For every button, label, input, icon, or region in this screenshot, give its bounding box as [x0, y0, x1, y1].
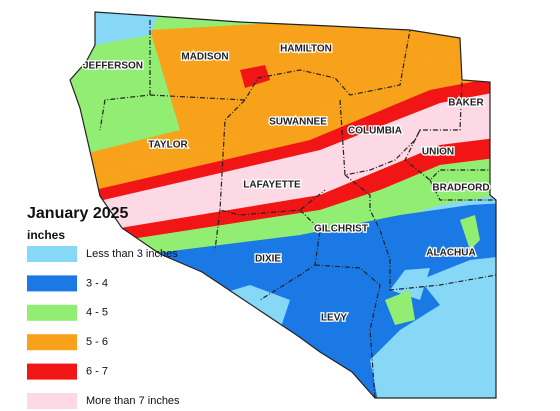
- legend-swatch: [27, 363, 77, 380]
- county-label: MADISON: [181, 52, 228, 63]
- county-label: DIXIE: [255, 254, 281, 265]
- legend-swatch: [27, 246, 77, 262]
- county-label: ALACHUA: [426, 248, 475, 259]
- county-label: GILCHRIST: [314, 224, 368, 235]
- legend-swatch: [27, 275, 77, 292]
- county-label: COLUMBIA: [348, 126, 402, 137]
- county-borders: [99, 20, 497, 399]
- county-label: LAFAYETTE: [243, 180, 301, 191]
- unit-label: inches: [27, 228, 65, 242]
- county-label: LEVY: [321, 313, 347, 324]
- county-label: SUWANNEE: [269, 117, 327, 128]
- legend-label: 4 - 5: [86, 307, 108, 319]
- county-label: BAKER: [448, 98, 484, 109]
- county-label: BRADFORD: [432, 183, 489, 194]
- legend-label: Less than 3 inches: [86, 248, 178, 260]
- rainfall-band: [70, 150, 496, 270]
- county-label: HAMILTON: [280, 44, 332, 55]
- legend-label: More than 7 inches: [86, 395, 180, 407]
- legend-label: 5 - 6: [86, 336, 108, 348]
- county-label: UNION: [422, 147, 454, 158]
- rainfall-band: [70, 80, 496, 238]
- legend-label: 6 - 7: [86, 366, 108, 378]
- rainfall-band: [370, 250, 496, 398]
- rainfall-band: [390, 268, 430, 300]
- rainfall-band: [240, 65, 270, 88]
- legend: Less than 3 inches 3 - 4 4 - 5 5 - 6 6 - 7 Mo…: [27, 246, 180, 409]
- rainfall-band: [385, 290, 415, 325]
- legend-label: 3 - 4: [86, 277, 108, 289]
- map-title: January 2025: [27, 205, 129, 222]
- legend-swatch: [27, 304, 77, 321]
- legend-swatch: [27, 393, 77, 409]
- county-label: TAYLOR: [148, 140, 188, 151]
- rainfall-band: [70, 12, 496, 185]
- rainfall-band: [70, 130, 496, 250]
- county-label: JEFFERSON: [83, 61, 143, 72]
- rainfall-band: [90, 12, 160, 45]
- legend-swatch: [27, 334, 77, 351]
- rainfall-band: [460, 215, 480, 250]
- county-labels: JEFFERSON MADISON HAMILTON SUWANNEE COLU…: [82, 42, 491, 325]
